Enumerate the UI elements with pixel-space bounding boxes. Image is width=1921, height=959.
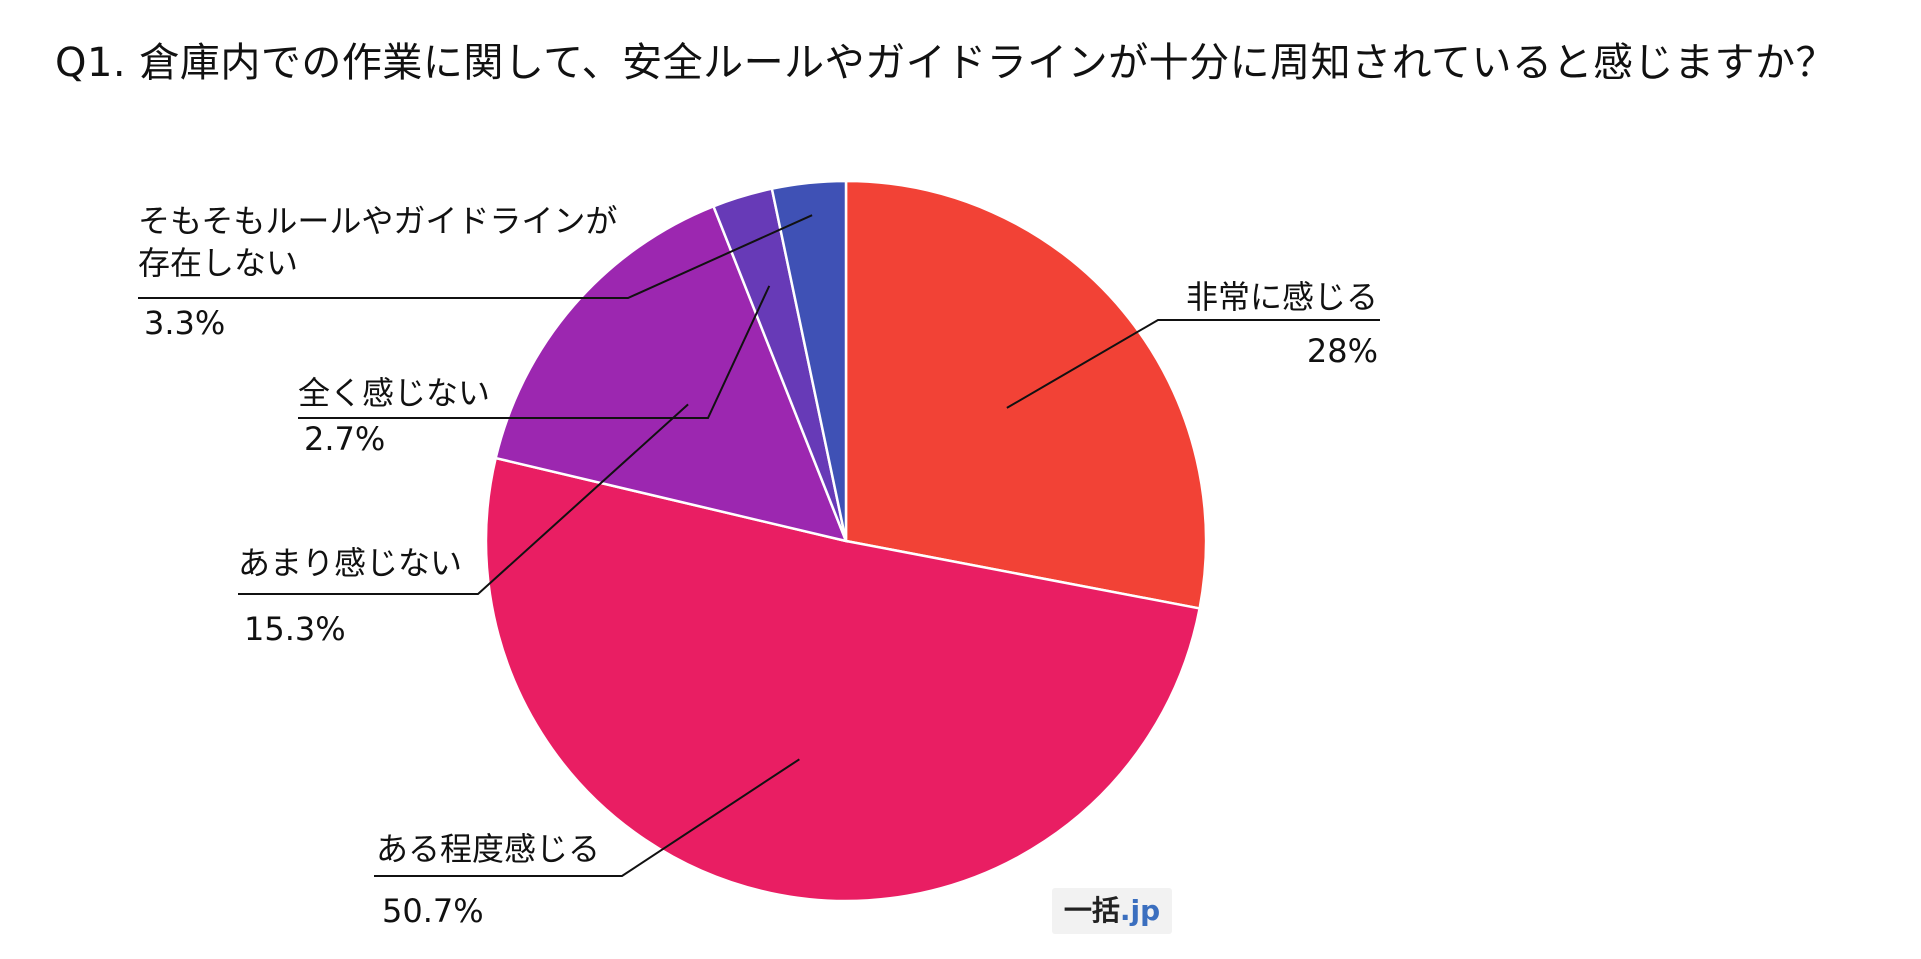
callout-lines — [138, 214, 1380, 877]
watermark-suffix: .jp — [1119, 894, 1161, 927]
label-very-text: 非常に感じる — [1186, 278, 1378, 316]
slice-very — [844, 179, 1208, 610]
label-somewhat-value: 50.7% — [382, 892, 484, 930]
pie-slices — [484, 179, 1208, 903]
label-not-at-all-text: 全く感じない — [298, 374, 490, 412]
chart-title: Q1. 倉庫内での作業に関して、安全ルールやガイドラインが十分に周知されていると… — [55, 40, 1836, 86]
label-somewhat-text: ある程度感じる — [376, 830, 600, 868]
label-very-value: 28% — [1307, 332, 1378, 370]
slice-somewhat — [484, 456, 1202, 903]
watermark-logo: 一括.jp — [1052, 888, 1172, 934]
callout-line — [374, 758, 800, 877]
label-not-much-text: あまり感じない — [238, 544, 462, 582]
callout-line — [1006, 319, 1380, 409]
slice-labels: 非常に感じる 28% ある程度感じる 50.7% あまり感じない 15.3% 全く感じない 2… — [138, 202, 1378, 930]
callout-line — [298, 285, 771, 419]
callout-line — [238, 403, 689, 595]
label-not-much-value: 15.3% — [244, 610, 346, 648]
slice-not-much — [494, 204, 849, 543]
callout-line — [138, 214, 813, 299]
label-not-at-all-value: 2.7% — [304, 420, 385, 458]
label-no-rules-value: 3.3% — [144, 304, 225, 342]
watermark-main: 一括 — [1063, 894, 1120, 927]
label-no-rules-text: そもそもルールやガイドラインが存在しない — [138, 202, 617, 282]
slice-no-rules — [770, 179, 848, 542]
